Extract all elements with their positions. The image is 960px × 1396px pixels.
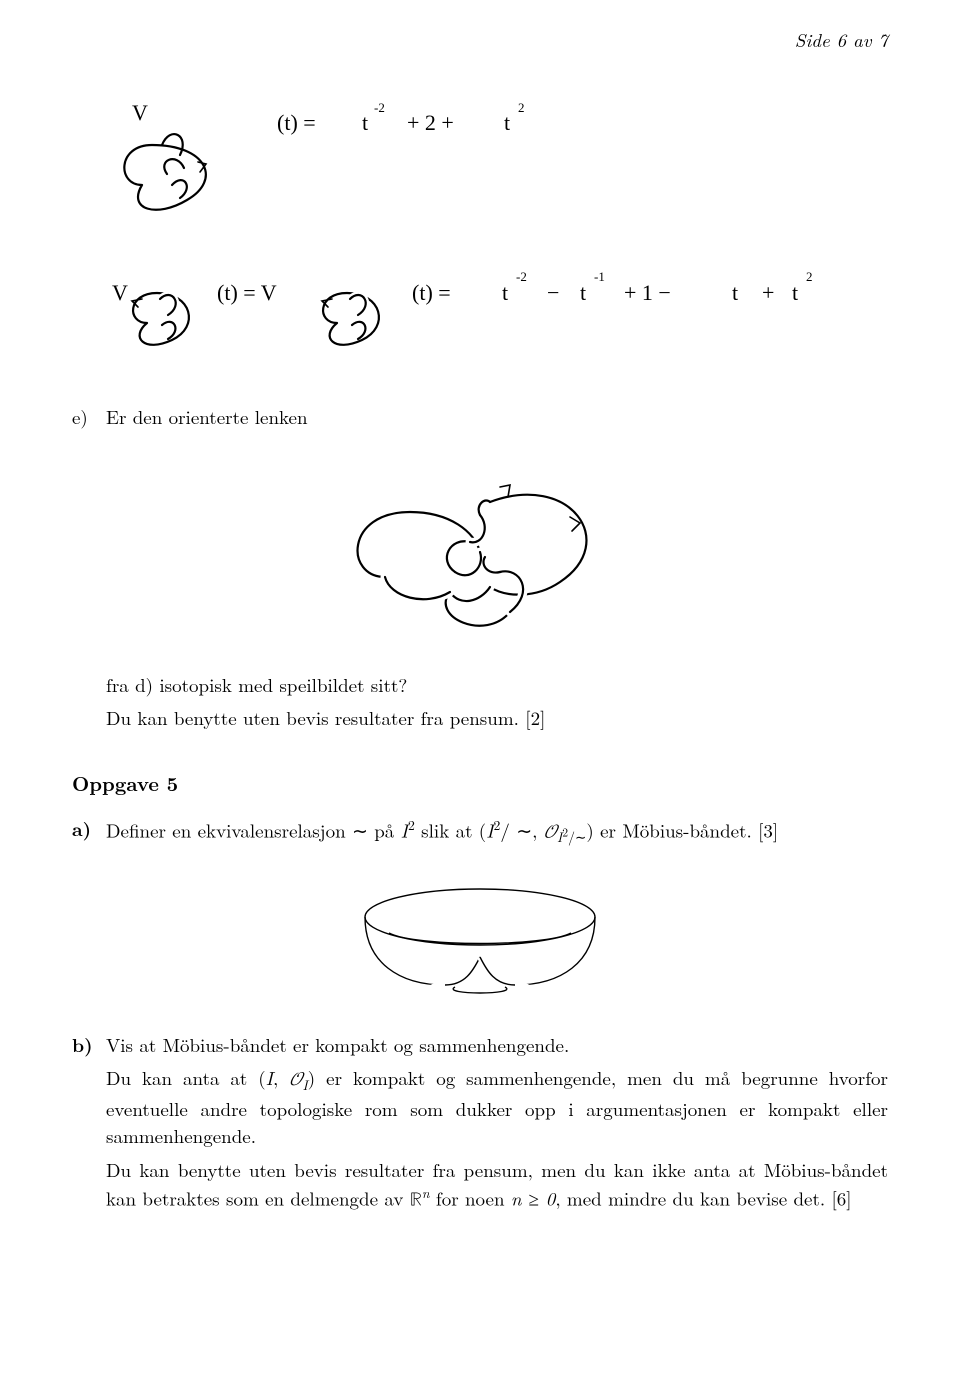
- eq1-lhs: (t) =: [277, 110, 316, 135]
- eq2-p1: + 1 −: [624, 280, 671, 305]
- knot-diagram-1: [124, 134, 206, 210]
- oppgave-5a: a) Definer en ekvivalensrelasjon ∼ på I2…: [72, 815, 888, 853]
- eq2-t4: t: [792, 280, 798, 305]
- oriented-link-diagram: [358, 485, 587, 626]
- oppgave-5b-label: b): [72, 1031, 106, 1221]
- problem-e-text1: fra d) isotopisk med speilbildet sitt?: [106, 671, 888, 699]
- knot-diagram-2b: [322, 293, 379, 345]
- oppgave-5a-text: Definer en ekvivalensrelasjon ∼ på I2 sl…: [106, 815, 888, 847]
- hand-V2: V: [112, 280, 128, 305]
- hand-V1: V: [132, 100, 148, 125]
- oppgave-5b-line3: Du kan benytte uten bevis resultater fra…: [106, 1156, 888, 1214]
- handwritten-equation-1: V (t) = t -2 + 2 + t 2: [72, 90, 888, 245]
- oppgave-5a-label: a): [72, 815, 106, 853]
- eq1-plus: + 2 +: [407, 110, 454, 135]
- eq2-e4: 2: [806, 269, 813, 284]
- mobius-band-diagram: [365, 889, 595, 997]
- eq2-t1: t: [502, 280, 508, 305]
- knot-diagram-2a: [132, 293, 189, 345]
- eq2-m1: −: [547, 280, 559, 305]
- oriented-link-figure: [72, 447, 888, 657]
- eq1-t2: t: [504, 110, 510, 135]
- eq1-e2: 2: [518, 100, 525, 115]
- oppgave-5b-line1: Vis at Möbius-båndet er kompakt og samme…: [106, 1031, 888, 1059]
- eq2-p2: +: [762, 280, 774, 305]
- problem-e-label: e): [72, 403, 106, 437]
- problem-e-intro: Er den orienterte lenken: [106, 403, 888, 431]
- mobius-figure: [72, 875, 888, 1005]
- handwritten-equation-2: V (t) = V (t) = t -2 −: [72, 245, 888, 375]
- eq2-t3: t: [732, 280, 738, 305]
- page-header: Side 6 av 7: [795, 26, 888, 54]
- oppgave-5-title: Oppgave 5: [72, 768, 888, 797]
- eq1-t1: t: [362, 110, 368, 135]
- oppgave-5b: b) Vis at Möbius-båndet er kompakt og sa…: [72, 1031, 888, 1221]
- eq2-t2: t: [580, 280, 586, 305]
- page-number: Side 6 av 7: [795, 26, 888, 53]
- problem-e-continued: fra d) isotopisk med speilbildet sitt? D…: [72, 671, 888, 738]
- problem-e-text2: Du kan benytte uten bevis resultater fra…: [106, 704, 888, 732]
- eq2-e2: -1: [594, 269, 605, 284]
- oppgave-5b-line2: Du kan anta at (I, 𝒪I) er kompakt og sam…: [106, 1064, 888, 1150]
- page-content: V (t) = t -2 + 2 + t 2: [72, 90, 888, 1220]
- eq2-lhs: (t) =: [412, 280, 451, 305]
- eq2-mid: (t) = V: [217, 280, 277, 305]
- eq2-e1: -2: [516, 269, 527, 284]
- problem-e: e) Er den orienterte lenken: [72, 403, 888, 437]
- eq1-e1: -2: [374, 100, 385, 115]
